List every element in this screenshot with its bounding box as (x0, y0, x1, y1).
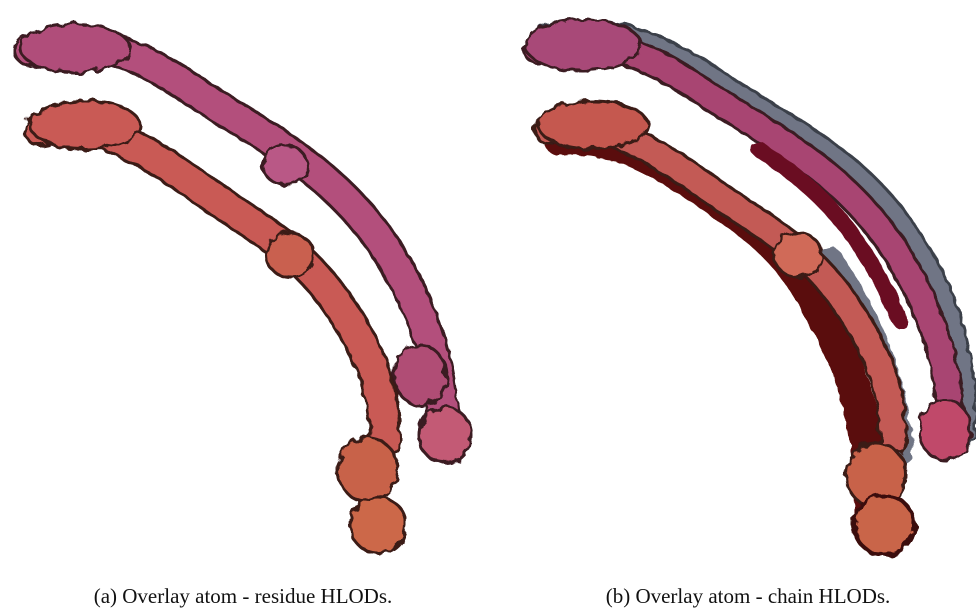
panel-a-image (13, 22, 473, 555)
panel-b-image (523, 17, 976, 557)
caption: (a) Overlay atom - residue HLODs. (93, 584, 393, 608)
caption: (b) Overlay atom - chain HLODs. (605, 584, 891, 608)
figure-images (13, 17, 976, 557)
